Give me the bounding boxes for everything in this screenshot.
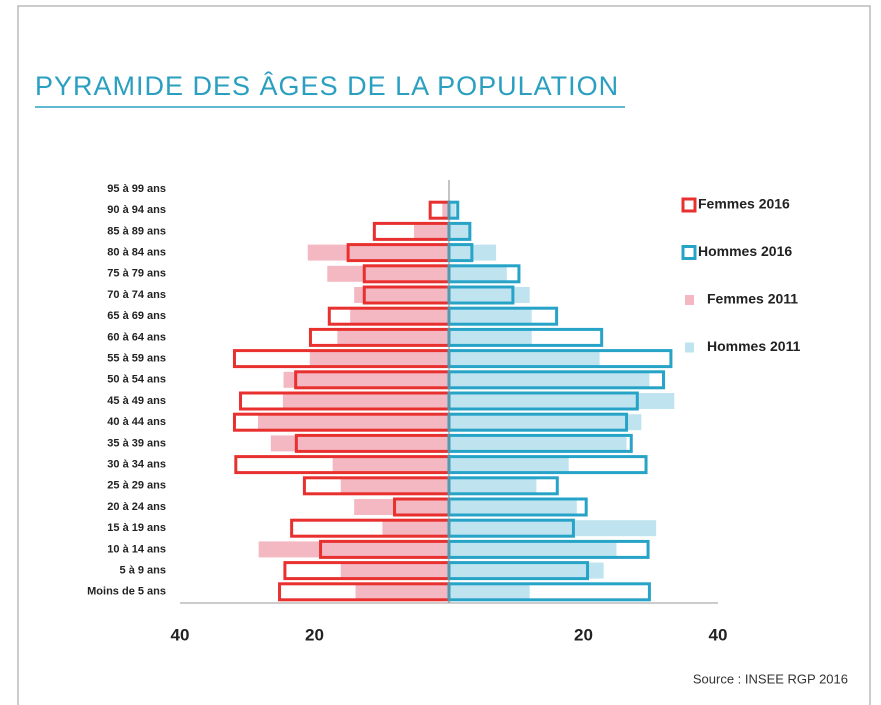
bar-fill [258, 541, 449, 558]
bar-fill [282, 393, 449, 409]
bar-fill [258, 414, 449, 431]
bar-fill [283, 371, 449, 388]
y-tick-label: 35 à 39 ans [107, 437, 166, 449]
y-tick-label: 10 à 14 ans [107, 543, 166, 555]
y-tick-label: 75 à 79 ans [107, 268, 166, 280]
legend-swatch [685, 295, 694, 305]
bar-fill [355, 583, 449, 600]
bar-fill [449, 456, 569, 473]
bar-fill [307, 244, 449, 261]
y-tick-label: 95 à 99 ans [107, 183, 166, 195]
bar-fill [350, 308, 449, 325]
x-tick-label: 40 [709, 625, 728, 644]
bar-fill [449, 308, 532, 325]
y-tick-label: 50 à 54 ans [107, 374, 166, 386]
bar-fill [270, 435, 449, 452]
bar-fill [449, 414, 642, 431]
bar-fill [340, 562, 449, 579]
bar-fill [309, 350, 449, 367]
y-tick-label: 15 à 19 ans [107, 522, 166, 534]
bar-fill [449, 520, 657, 537]
y-tick-label: Moins de 5 ans [87, 586, 166, 598]
bar-fill [337, 329, 449, 346]
legend-label: Femmes 2016 [698, 196, 790, 212]
bar-fill [449, 329, 532, 346]
bar-fill [449, 583, 530, 600]
y-tick-label: 5 à 9 ans [120, 565, 166, 577]
y-tick-label: 40 à 44 ans [107, 416, 166, 428]
y-tick-label: 25 à 29 ans [107, 480, 166, 492]
source: Source : INSEE RGP 2016 [693, 671, 848, 686]
bar-fill [449, 499, 577, 515]
bar-fill [449, 477, 537, 494]
bar-fill [449, 562, 604, 579]
y-tick-label: 65 à 69 ans [107, 310, 166, 322]
bar-fill [449, 350, 600, 367]
bar-fill [327, 265, 449, 282]
y-tick-label: 30 à 34 ans [107, 459, 166, 471]
bar-fill [354, 287, 449, 303]
bar-fill [449, 541, 617, 558]
y-tick-label: 20 à 24 ans [107, 501, 166, 513]
bar-fill [332, 456, 449, 473]
bar-fill [382, 520, 449, 537]
y-tick-label: 90 à 94 ans [107, 204, 166, 216]
bar-fill [449, 435, 627, 452]
bar-fill [414, 223, 449, 240]
bar-fill [449, 393, 675, 409]
legend-swatch [681, 197, 697, 213]
bar-fill [354, 499, 449, 515]
legend-swatch [685, 342, 694, 353]
chart-title: PYRAMIDE DES ÂGES DE LA POPULATION [35, 70, 619, 101]
x-tick-label: 20 [574, 625, 593, 644]
y-tick-label: 60 à 64 ans [107, 331, 166, 343]
legend-label: Hommes 2011 [707, 338, 801, 354]
legend-swatch [681, 245, 697, 260]
y-tick-label: 45 à 49 ans [107, 395, 166, 407]
y-tick-label: 80 à 84 ans [107, 247, 166, 259]
x-tick-label: 20 [305, 625, 324, 644]
bar-fill [449, 202, 456, 219]
y-tick-label: 85 à 89 ans [107, 225, 166, 237]
bar-fill [449, 223, 470, 240]
bar-fill [442, 202, 449, 219]
bar-fill [449, 287, 530, 303]
bar-fill [449, 265, 507, 282]
y-tick-label: 70 à 74 ans [107, 289, 166, 301]
legend-label: Hommes 2016 [698, 243, 792, 259]
y-tick-label: 55 à 59 ans [107, 353, 166, 365]
bar-fill [340, 477, 449, 494]
legend-label: Femmes 2011 [707, 291, 798, 307]
bar-fill [449, 371, 650, 388]
x-tick-label: 40 [171, 625, 190, 644]
